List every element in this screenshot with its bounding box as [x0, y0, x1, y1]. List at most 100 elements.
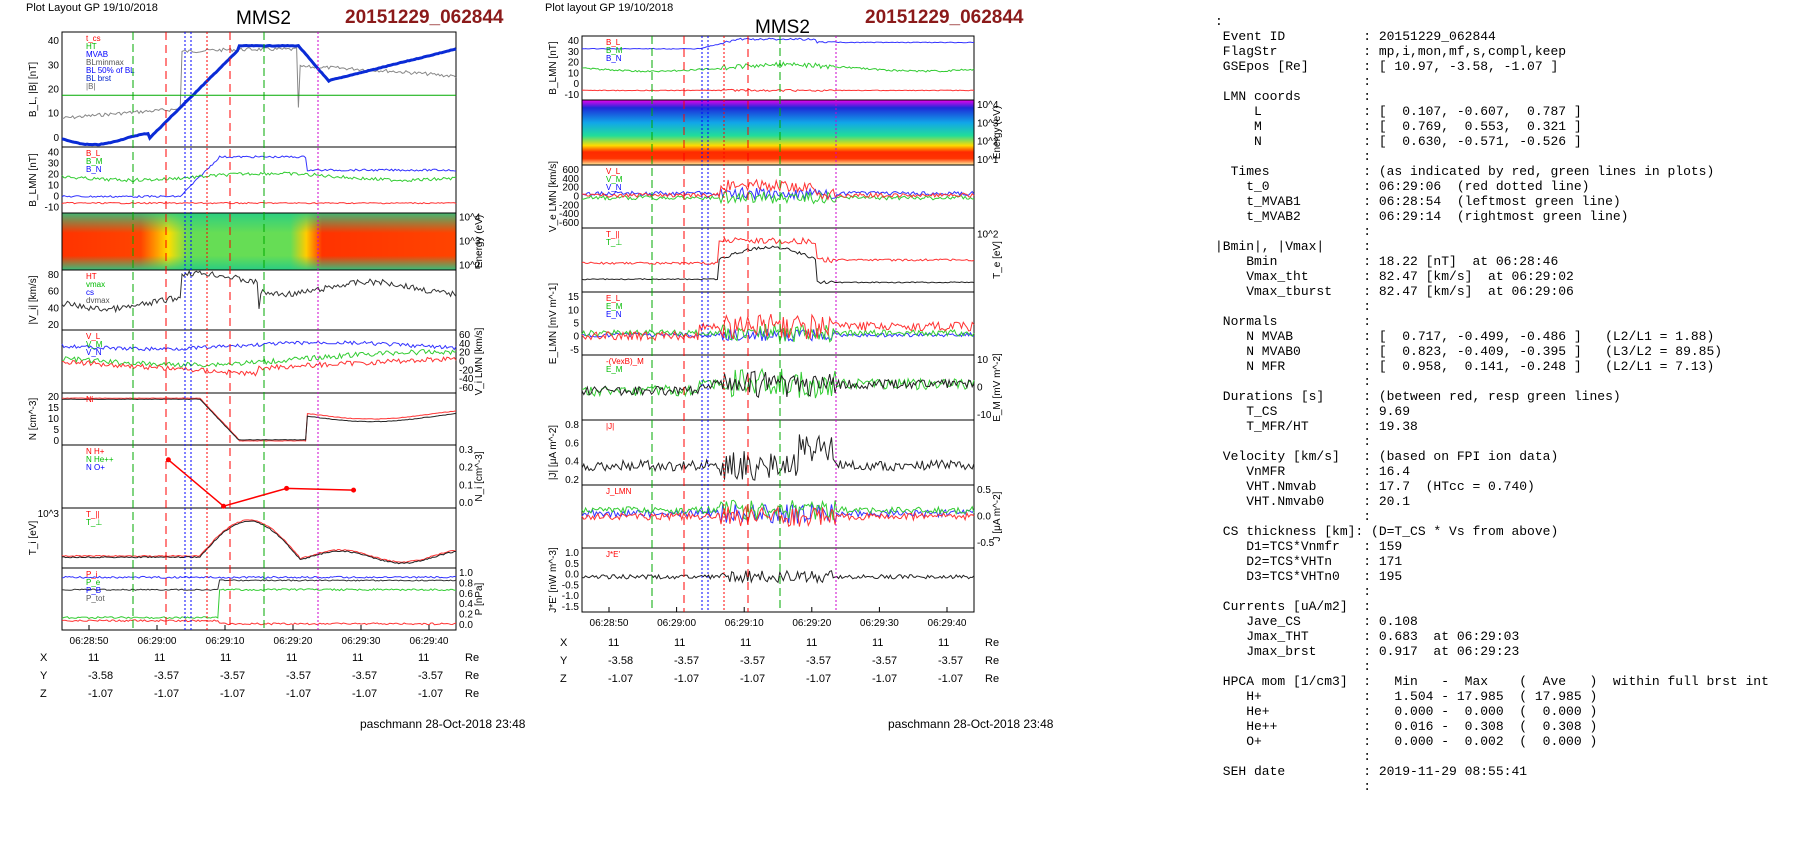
- y-axis-label: E_M [mV m^-2]: [992, 353, 1003, 422]
- y-tick-label: 0.0: [977, 512, 991, 523]
- y-tick-label: 10: [568, 68, 580, 79]
- y-tick-label: 1.0: [459, 568, 473, 579]
- y-tick-label: 10^3: [977, 118, 999, 129]
- info-line: D2=TCS*VHTn : 171: [1215, 554, 1403, 569]
- middle-title: MMS2: [755, 17, 810, 38]
- legend-entry: Ni: [86, 395, 94, 404]
- info-line: :: [1215, 374, 1372, 389]
- pos-value: -3.57: [938, 655, 964, 667]
- pos-value: 11: [154, 652, 166, 664]
- y-tick-label: 0: [53, 436, 59, 447]
- y-tick-label: 20: [459, 348, 471, 359]
- pos-value: 11: [418, 652, 430, 664]
- y-tick-label: 60: [48, 287, 60, 298]
- y-tick-label: 5: [53, 425, 59, 436]
- y-tick-label: 0.2: [459, 463, 473, 474]
- y-axis-label: J*E' [nW m^-3]: [548, 547, 559, 613]
- legend-entry: -(VexB)_M: [606, 357, 644, 366]
- info-line: He++ : 0.016 - 0.308 ( 0.308 ): [1215, 719, 1598, 734]
- series-line: [581, 88, 975, 93]
- spectrogram-overlay: [62, 213, 456, 270]
- y-tick-label: 15: [568, 292, 580, 303]
- middle-panel-5: 10 0 -10 E_M [mV m^-2] -(VexB)_ME_M: [581, 353, 1003, 422]
- y-tick-label: 0.2: [459, 610, 473, 621]
- y-tick-label: 20: [48, 320, 60, 331]
- middle-position-table: X Y Z Re Re Re 11 11 11 11 11 11 -3.58 -3.57 -3.…: [560, 637, 1010, 692]
- pos-value: -1.07: [220, 688, 246, 700]
- legend-entry: N O+: [86, 463, 105, 472]
- series-line: [61, 519, 457, 564]
- pos-value: -3.57: [806, 655, 832, 667]
- info-line: He+ : 0.000 - 0.000 ( 0.000 ): [1215, 704, 1598, 719]
- legend-entry: V_N: [86, 348, 102, 357]
- y-tick-label: -40: [459, 374, 474, 385]
- x-tick-label: 06:29:40: [410, 636, 449, 647]
- y-tick-label: 60: [459, 330, 471, 341]
- series-line: [581, 323, 975, 343]
- y-axis-label: E_LMN [mV m^-1]: [548, 283, 559, 365]
- series-line: [61, 155, 457, 198]
- legend-entry: E_M: [606, 302, 623, 311]
- legend-entry: P_i: [86, 570, 98, 579]
- y-tick-label: 40: [48, 147, 60, 158]
- pos-value: 11: [674, 637, 686, 649]
- pos-value: -1.07: [872, 673, 898, 685]
- y-tick-label: 0.6: [459, 589, 473, 600]
- he-plus-plus-point: [284, 485, 290, 491]
- left-title: MMS2: [236, 8, 291, 29]
- pos-value: -1.07: [938, 673, 964, 685]
- middle-panel-4: 15 10 5 0 -5 E_LMN [mV m^-1] E_LE_ME_N: [548, 283, 975, 365]
- y-axis-label: |V_i| [km/s]: [28, 275, 39, 324]
- series-line: [61, 579, 457, 591]
- y-tick-label: -5: [570, 345, 579, 356]
- info-line: VHT.Nmvab : 17.7 (HTcc = 0.740): [1215, 479, 1535, 494]
- y-tick-label: -60: [459, 383, 474, 394]
- legend-entry: vmax: [86, 280, 105, 289]
- left-footer: paschmann 28-Oct-2018 23:48: [360, 717, 526, 731]
- legend-entry: BL 50% of BL: [86, 66, 135, 75]
- y-tick-label: -1.5: [562, 602, 580, 613]
- legend-entry: N He++: [86, 455, 114, 464]
- info-line: :: [1215, 749, 1372, 764]
- series-line: [581, 37, 975, 50]
- pos-value: -3.57: [352, 670, 378, 682]
- y-tick-label: 0: [573, 192, 579, 203]
- left-header: Plot Layout GP 19/10/2018: [26, 2, 158, 14]
- series-line: [581, 313, 975, 342]
- middle-footer: paschmann 28-Oct-2018 23:48: [888, 717, 1054, 731]
- legend-entry: P_tot: [86, 594, 105, 603]
- info-line: D1=TCS*Vnmfr : 159: [1215, 539, 1403, 554]
- series-line: [61, 43, 457, 147]
- y-tick-label: 30: [48, 158, 60, 169]
- series-line: [61, 171, 457, 183]
- pos-value: 11: [872, 637, 884, 649]
- y-axis-label: T_i [eV]: [28, 521, 39, 556]
- info-line: :: [1215, 149, 1372, 164]
- pos-value: -3.57: [872, 655, 898, 667]
- y-tick-label: -600: [559, 218, 579, 229]
- panel-frame: [61, 567, 457, 631]
- y-tick-label: 600: [562, 165, 579, 176]
- legend-entry: HT: [86, 42, 97, 51]
- y-tick-label: 0: [573, 79, 579, 90]
- y-tick-label: 15: [48, 403, 60, 414]
- y-tick-label: 0: [573, 332, 579, 343]
- series-line: [61, 201, 457, 205]
- info-line: :: [1215, 584, 1372, 599]
- y-tick-label: 30: [568, 47, 580, 58]
- y-axis-label: |J| [μA m^-2]: [548, 425, 559, 480]
- info-line: :: [1215, 509, 1372, 524]
- info-line: SEH date : 2019-11-29 08:55:41: [1215, 764, 1528, 779]
- y-tick-label: 0.6: [565, 438, 579, 449]
- y-tick-label: 0.0: [459, 620, 473, 631]
- y-axis-label: B_LMN [nT]: [548, 41, 559, 95]
- info-line: Jave_CS : 0.108: [1215, 614, 1418, 629]
- y-tick-label: 40: [48, 36, 60, 47]
- pos-value: 11: [608, 637, 620, 649]
- middle-event-id: 20151229_062844: [865, 7, 1024, 28]
